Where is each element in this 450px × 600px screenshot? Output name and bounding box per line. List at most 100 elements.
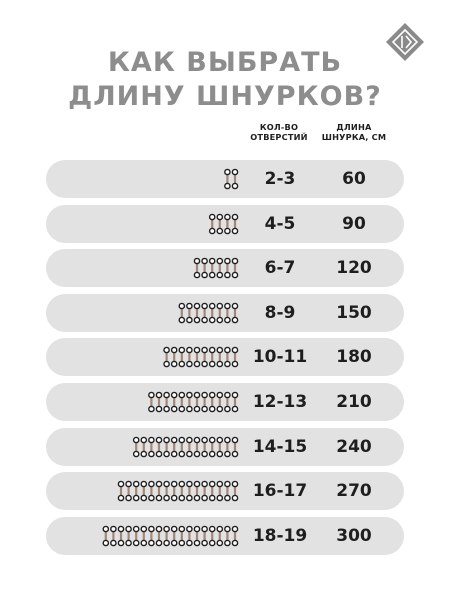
eyelet-lace-icon xyxy=(201,525,208,547)
eyelet-lace-icon xyxy=(132,480,140,502)
column-header-length: ДЛИНА ШНУРКА, СМ xyxy=(318,122,390,142)
eyelet-illustration xyxy=(46,205,246,243)
eyelet-lace-icon xyxy=(201,302,208,324)
eyelet-lace-icon xyxy=(186,480,193,502)
eyelet-lace-icon xyxy=(231,347,239,368)
column-header-holes-line-1: КОЛ-ВО xyxy=(259,122,299,132)
eyelet-lace-icon xyxy=(155,480,163,502)
eyelet-lace-icon xyxy=(231,257,239,279)
eyelet-lace-icon xyxy=(117,525,125,547)
eyelet-lace-icon xyxy=(163,347,170,368)
eyelet-lace-icon xyxy=(155,436,163,457)
eyelet-lace-icon xyxy=(170,347,178,368)
eyelet-lace-icon xyxy=(224,436,231,457)
column-header-length-line-2: ШНУРКА, СМ xyxy=(321,132,387,142)
table-row: 4-5 90 xyxy=(46,204,404,243)
eyelet-lace-icon xyxy=(163,436,170,457)
eyelet-lace-icon xyxy=(163,480,170,502)
lace-length: 150 xyxy=(336,302,372,323)
eyelet-lace-icon xyxy=(208,302,216,324)
column-header-holes: КОЛ-ВО ОТВЕРСТИЙ xyxy=(245,122,313,142)
eyelet-lace-icon xyxy=(224,302,231,324)
column-header-length-line-1: ДЛИНА xyxy=(336,122,372,132)
eyelet-lace-icon xyxy=(110,525,117,547)
eyelet-lace-icon xyxy=(132,525,140,547)
eyelet-lace-icon xyxy=(216,213,224,234)
eyelet-lace-icon xyxy=(132,436,140,457)
eyelet-lace-icon xyxy=(186,436,193,457)
eyelet-lace-icon xyxy=(178,480,186,502)
eyelet-lace-icon xyxy=(224,391,231,413)
eyelet-lace-icon xyxy=(231,480,239,502)
eyelet-lace-icon xyxy=(163,525,170,547)
eyelet-lace-icon xyxy=(186,525,193,547)
eyelet-lace-icon xyxy=(231,525,239,547)
eyelet-lace-icon xyxy=(140,525,148,547)
eyelet-lace-icon xyxy=(193,347,201,368)
lace-length: 300 xyxy=(336,525,372,546)
eyelet-lace-icon xyxy=(193,436,201,457)
eyelet-lace-icon xyxy=(216,391,224,413)
holes-count: 12-13 xyxy=(252,392,308,412)
eyelet-lace-icon xyxy=(201,257,208,279)
eyelet-illustration xyxy=(46,428,246,466)
eyelet-lace-icon xyxy=(224,168,231,190)
eyelet-lace-icon xyxy=(208,391,216,413)
eyelet-lace-icon xyxy=(216,347,224,368)
holes-count: 4-5 xyxy=(264,213,296,234)
eyelet-lace-icon xyxy=(193,257,201,279)
eyelet-illustration xyxy=(46,249,246,287)
table-row: 14-15 240 xyxy=(46,427,404,466)
eyelet-lace-icon xyxy=(216,302,224,324)
eyelet-lace-icon xyxy=(231,391,239,413)
eyelet-lace-icon xyxy=(224,257,231,279)
table-row: 8-9 150 xyxy=(46,293,404,332)
eyelet-lace-icon xyxy=(208,436,216,457)
eyelet-lace-icon xyxy=(208,213,216,234)
eyelet-lace-icon xyxy=(216,480,224,502)
eyelet-lace-icon xyxy=(231,213,239,234)
eyelet-lace-icon xyxy=(178,391,186,413)
lace-length: 270 xyxy=(336,481,372,502)
eyelet-lace-icon xyxy=(186,391,193,413)
lace-length: 60 xyxy=(342,169,366,189)
lace-length: 240 xyxy=(336,436,372,457)
table-row: 16-17 270 xyxy=(46,472,404,511)
eyelet-lace-icon xyxy=(216,257,224,279)
eyelet-lace-icon xyxy=(163,391,170,413)
eyelet-lace-icon xyxy=(201,480,208,502)
eyelet-lace-icon xyxy=(216,525,224,547)
eyelet-illustration xyxy=(46,517,246,555)
lace-length: 210 xyxy=(336,392,372,412)
eyelet-lace-icon xyxy=(148,391,155,413)
eyelet-lace-icon xyxy=(201,436,208,457)
eyelet-lace-icon xyxy=(224,213,231,234)
eyelet-lace-icon xyxy=(186,347,193,368)
eyelet-lace-icon xyxy=(155,391,163,413)
eyelet-lace-icon xyxy=(170,525,178,547)
holes-count: 14-15 xyxy=(252,436,308,457)
holes-count: 6-7 xyxy=(264,258,296,279)
eyelet-lace-icon xyxy=(216,436,224,457)
eyelet-lace-icon xyxy=(102,525,110,547)
table-row: 12-13 210 xyxy=(46,383,404,421)
eyelet-lace-icon xyxy=(231,302,239,324)
lace-length: 180 xyxy=(336,347,372,368)
eyelet-lace-icon xyxy=(170,391,178,413)
eyelet-lace-icon xyxy=(208,257,216,279)
diamond-logo-icon xyxy=(386,23,424,61)
eyelet-illustration xyxy=(46,338,246,376)
eyelet-lace-icon xyxy=(140,480,148,502)
eyelet-lace-icon xyxy=(125,480,132,502)
eyelet-lace-icon xyxy=(155,525,163,547)
eyelet-lace-icon xyxy=(148,525,155,547)
eyelet-lace-icon xyxy=(193,302,201,324)
eyelet-illustration xyxy=(46,160,246,198)
holes-count: 10-11 xyxy=(252,347,308,368)
table-row: 18-19 300 xyxy=(46,516,404,555)
title-line-1: КАК ВЫБРАТЬ xyxy=(107,47,343,78)
holes-count: 2-3 xyxy=(264,169,296,189)
eyelet-lace-icon xyxy=(193,480,201,502)
eyelet-lace-icon xyxy=(231,168,239,190)
holes-count: 8-9 xyxy=(264,302,296,323)
